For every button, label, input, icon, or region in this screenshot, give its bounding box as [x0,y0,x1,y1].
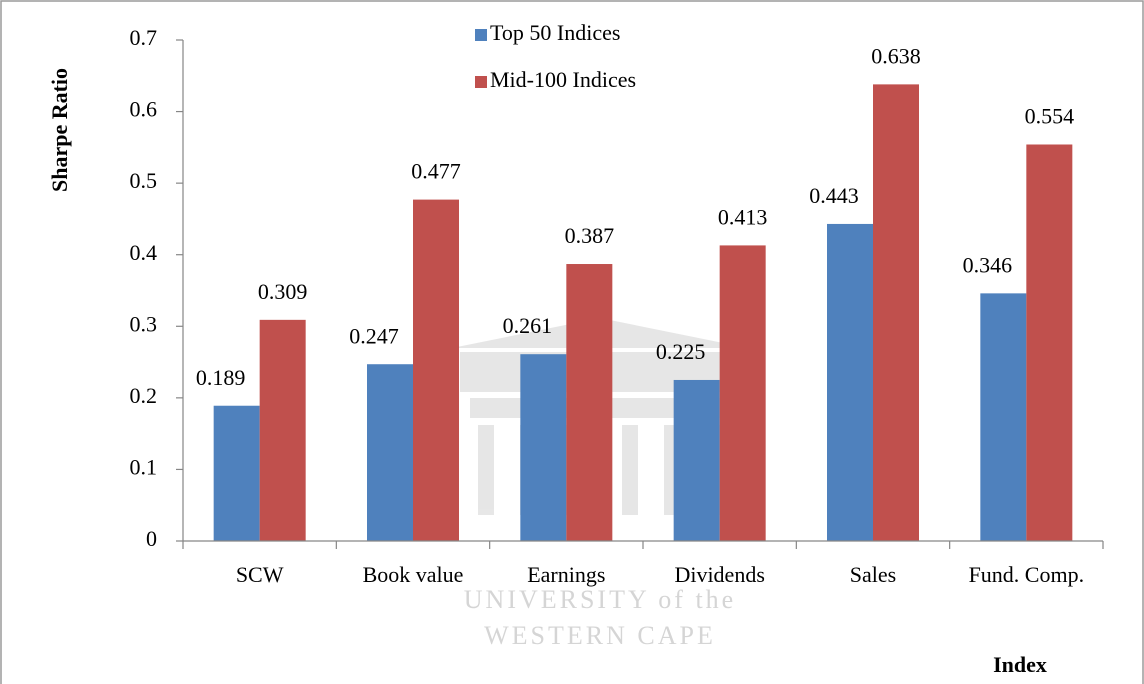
value-label: 0.247 [349,323,399,348]
x-axis-label: Index [993,652,1047,677]
value-label: 0.189 [196,365,246,390]
value-label: 0.413 [718,204,768,229]
value-label: 0.554 [1025,104,1075,129]
x-tick-label: Sales [850,562,896,587]
y-tick-label: 0.4 [130,240,158,265]
bar [259,319,306,541]
bar [980,293,1027,541]
y-tick-label: 0.3 [130,311,158,336]
legend-swatch [475,29,487,41]
value-label: 0.638 [871,43,921,68]
bar [827,223,873,541]
legend-swatch [475,76,487,88]
bar [566,264,613,541]
bar [213,405,260,541]
bar [673,379,720,541]
x-tick-label: Dividends [674,562,764,587]
bar [719,245,766,541]
x-tick-label: Fund. Comp. [969,562,1085,587]
y-tick-label: 0.1 [130,454,158,479]
value-label: 0.477 [411,159,461,184]
y-tick-label: 0.6 [130,97,158,122]
value-label: 0.261 [503,313,553,338]
bar [367,364,413,541]
y-axis-label: Sharpe Ratio [47,68,72,192]
legend-label: Mid-100 Indices [490,67,636,92]
bar [520,354,567,541]
value-label: 0.309 [258,279,308,304]
bar [873,84,919,542]
watermark-text: WESTERN CAPE [484,621,716,650]
watermark-text: UNIVERSITY of the [464,585,736,614]
value-label: 0.443 [809,183,859,208]
legend-label: Top 50 Indices [490,20,620,45]
y-tick-label: 0 [146,526,157,551]
value-label: 0.225 [656,339,706,364]
bar [413,199,459,541]
y-tick-label: 0.2 [130,383,158,408]
value-label: 0.387 [565,223,615,248]
y-tick-label: 0.5 [130,168,158,193]
bar [1026,144,1073,541]
x-tick-label: Book value [363,562,464,587]
value-label: 0.346 [963,252,1013,277]
x-tick-label: SCW [236,562,284,587]
x-tick-label: Earnings [527,562,605,587]
y-tick-label: 0.7 [130,25,158,50]
